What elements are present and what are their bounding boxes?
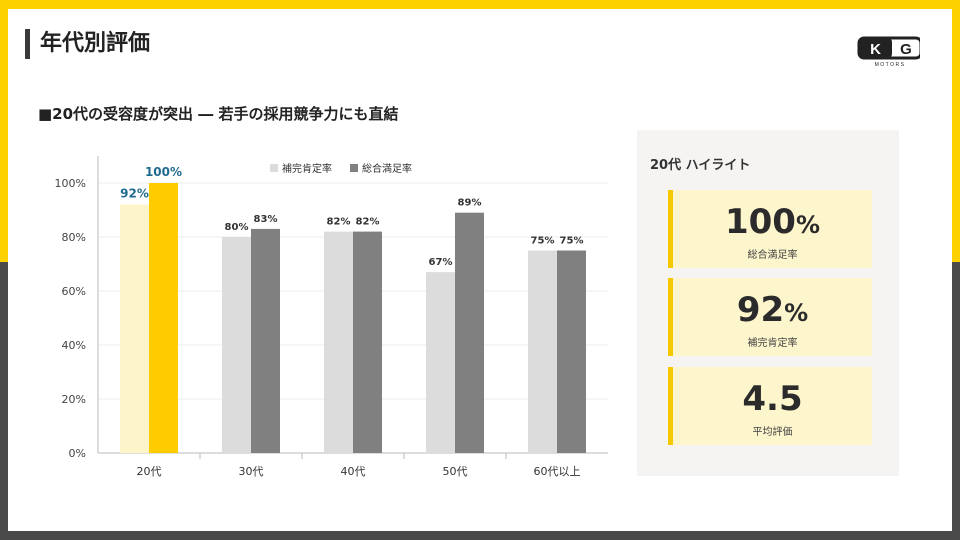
data-label: 80% bbox=[225, 222, 249, 233]
x-tick-label: 30代 bbox=[239, 465, 264, 478]
data-label: 75% bbox=[560, 236, 584, 247]
age-group-bar-chart: 0% 20% 40% 60% 80% 100% 92% 100% 20代 80% 83% 30代 82%… bbox=[55, 156, 608, 478]
legend-swatch bbox=[350, 164, 358, 172]
legend-label: 補完肯定率 bbox=[282, 162, 332, 175]
highlight-panel: 20代 ハイライト 100% 総合満足率 92% 補完肯定率 4.5 平均評価 bbox=[637, 130, 899, 476]
highlight-card-label: 平均評価 bbox=[752, 427, 793, 438]
card-value-number: 100 bbox=[724, 202, 796, 242]
page-title: 年代別評価 bbox=[40, 31, 151, 56]
y-tick-label: 100% bbox=[55, 177, 86, 190]
bar bbox=[528, 250, 557, 453]
y-tick-label: 80% bbox=[62, 231, 86, 244]
data-label: 82% bbox=[356, 217, 380, 228]
highlight-card-value: 92% bbox=[673, 290, 872, 333]
data-label: 75% bbox=[531, 236, 555, 247]
x-tick-label: 50代 bbox=[443, 465, 468, 478]
y-tick-label: 20% bbox=[62, 393, 86, 406]
title-accent-bar bbox=[25, 29, 30, 59]
bar bbox=[557, 250, 586, 453]
card-value-number: 4.5 bbox=[742, 379, 803, 419]
highlight-card-total-satisfaction: 100% 総合満足率 bbox=[668, 190, 872, 268]
x-tick-label: 40代 bbox=[341, 465, 366, 478]
y-tick-label: 60% bbox=[62, 285, 86, 298]
bar bbox=[222, 237, 251, 453]
bar bbox=[120, 204, 149, 453]
highlight-card-value: 100% bbox=[673, 202, 872, 245]
data-label: 100% bbox=[145, 165, 182, 179]
y-tick-label: 0% bbox=[69, 447, 86, 460]
bar bbox=[324, 231, 353, 453]
bar bbox=[353, 231, 382, 453]
legend-label: 総合満足率 bbox=[362, 162, 412, 175]
highlight-card-label: 補完肯定率 bbox=[747, 338, 798, 349]
card-value-unit: % bbox=[784, 299, 809, 327]
bar bbox=[149, 183, 178, 453]
data-label: 82% bbox=[327, 217, 351, 228]
data-label: 92% bbox=[120, 187, 149, 201]
card-value-number: 92 bbox=[736, 290, 785, 330]
card-value-unit: % bbox=[795, 211, 821, 239]
slide-subtitle: ■20代の受容度が突出 ― 若手の採用競争力にも直結 bbox=[38, 105, 399, 123]
data-label: 89% bbox=[458, 198, 482, 209]
svg-text:K: K bbox=[870, 41, 881, 58]
highlight-card-average-rating: 4.5 平均評価 bbox=[668, 367, 872, 445]
kg-motors-logo: K G MOTORS bbox=[857, 36, 920, 68]
bar bbox=[426, 272, 455, 453]
data-label: 67% bbox=[429, 257, 453, 268]
legend-swatch bbox=[270, 164, 278, 172]
x-tick-label: 20代 bbox=[137, 465, 162, 478]
highlight-card-value: 4.5 bbox=[673, 379, 872, 422]
highlight-panel-title: 20代 ハイライト bbox=[650, 158, 751, 173]
svg-text:G: G bbox=[900, 41, 912, 58]
highlight-card-label: 総合満足率 bbox=[747, 250, 798, 261]
bar bbox=[251, 228, 280, 453]
x-tick-label: 60代以上 bbox=[534, 465, 581, 478]
highlight-card-completion-rate: 92% 補完肯定率 bbox=[668, 278, 872, 356]
bar bbox=[455, 212, 484, 453]
y-tick-label: 40% bbox=[62, 339, 86, 352]
svg-text:MOTORS: MOTORS bbox=[875, 62, 906, 68]
data-label: 83% bbox=[254, 214, 278, 225]
